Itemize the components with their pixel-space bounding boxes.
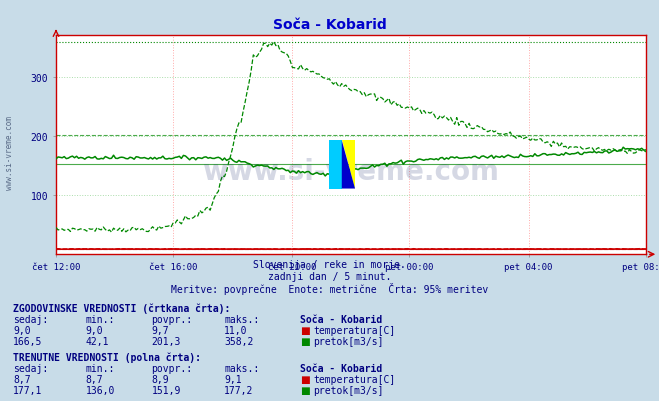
Text: sedaj:: sedaj: <box>13 314 48 324</box>
Text: ■: ■ <box>300 336 310 346</box>
Text: ■: ■ <box>300 385 310 395</box>
Text: Soča - Kobarid: Soča - Kobarid <box>300 363 382 373</box>
Text: 136,0: 136,0 <box>86 385 115 395</box>
Text: pretok[m3/s]: pretok[m3/s] <box>313 336 384 346</box>
Text: 177,2: 177,2 <box>224 385 254 395</box>
Text: zadnji dan / 5 minut.: zadnji dan / 5 minut. <box>268 271 391 281</box>
Text: 11,0: 11,0 <box>224 325 248 335</box>
Text: 166,5: 166,5 <box>13 336 43 346</box>
Text: pretok[m3/s]: pretok[m3/s] <box>313 385 384 395</box>
Text: 201,3: 201,3 <box>152 336 181 346</box>
Text: min.:: min.: <box>86 363 115 373</box>
Polygon shape <box>342 141 355 189</box>
Text: TRENUTNE VREDNOSTI (polna črta):: TRENUTNE VREDNOSTI (polna črta): <box>13 352 201 362</box>
Text: maks.:: maks.: <box>224 363 259 373</box>
Text: 9,7: 9,7 <box>152 325 169 335</box>
Text: temperatura[C]: temperatura[C] <box>313 325 395 335</box>
Text: Soča - Kobarid: Soča - Kobarid <box>300 314 382 324</box>
Text: www.si-vreme.com: www.si-vreme.com <box>5 115 14 189</box>
Text: ■: ■ <box>300 325 310 335</box>
Text: 9,1: 9,1 <box>224 374 242 384</box>
Text: Meritve: povprečne  Enote: metrične  Črta: 95% meritev: Meritve: povprečne Enote: metrične Črta:… <box>171 282 488 294</box>
Text: 42,1: 42,1 <box>86 336 109 346</box>
Polygon shape <box>342 141 355 189</box>
Text: Soča - Kobarid: Soča - Kobarid <box>273 18 386 32</box>
Text: 358,2: 358,2 <box>224 336 254 346</box>
Text: www.si-vreme.com: www.si-vreme.com <box>202 158 500 186</box>
Text: min.:: min.: <box>86 314 115 324</box>
Text: ■: ■ <box>300 374 310 384</box>
Text: sedaj:: sedaj: <box>13 363 48 373</box>
Text: 9,0: 9,0 <box>86 325 103 335</box>
Bar <box>328 141 342 189</box>
Text: 8,7: 8,7 <box>86 374 103 384</box>
Text: ZGODOVINSKE VREDNOSTI (črtkana črta):: ZGODOVINSKE VREDNOSTI (črtkana črta): <box>13 303 231 313</box>
Text: Slovenija / reke in morje.: Slovenija / reke in morje. <box>253 260 406 270</box>
Text: 8,9: 8,9 <box>152 374 169 384</box>
Text: povpr.:: povpr.: <box>152 314 192 324</box>
Text: 177,1: 177,1 <box>13 385 43 395</box>
Text: 151,9: 151,9 <box>152 385 181 395</box>
Text: povpr.:: povpr.: <box>152 363 192 373</box>
Text: 8,7: 8,7 <box>13 374 31 384</box>
Text: 9,0: 9,0 <box>13 325 31 335</box>
Text: temperatura[C]: temperatura[C] <box>313 374 395 384</box>
Text: maks.:: maks.: <box>224 314 259 324</box>
